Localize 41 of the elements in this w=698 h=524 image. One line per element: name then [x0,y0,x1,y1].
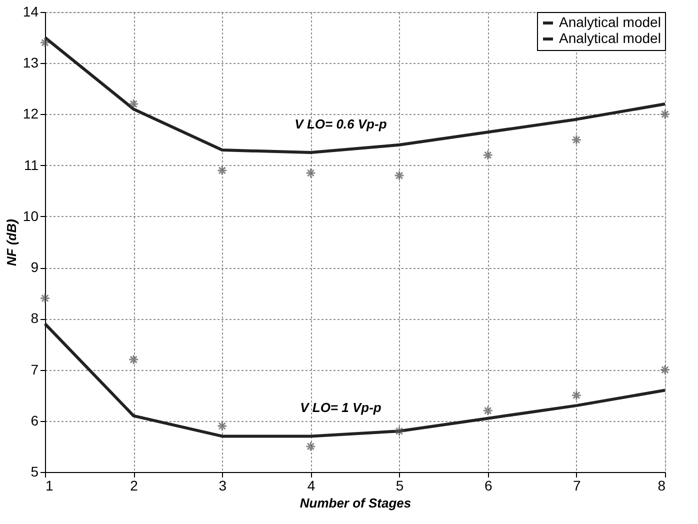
y-axis-title: NF (dB) [4,219,19,266]
point [571,390,582,401]
x-tick-label: 2 [130,478,138,494]
x-axis-title: Number of Stages [300,496,412,510]
y-tick-label: 11 [24,156,39,173]
annotation: V LO= 1 Vp-p [300,400,382,416]
x-tick-label: 6 [484,478,492,494]
legend-label: Analytical model [559,30,661,46]
x-tick-label: 7 [573,478,582,494]
x-tick-label: 3 [218,478,227,494]
x-tick-label: 5 [396,478,404,494]
y-tick-label: 5 [30,464,39,480]
point [482,150,494,160]
point [394,426,405,436]
y-tick-label: 14 [22,4,39,20]
point [660,364,670,375]
point [305,168,316,178]
point [394,170,405,181]
point [216,165,228,176]
line-series [44,322,666,438]
y-tick-label: 7 [30,361,39,378]
point [482,405,494,416]
point [128,98,139,110]
point [216,420,228,432]
x-tick-label: 8 [658,478,666,494]
annotation: V LO= 0.6 Vp-p [294,116,387,132]
y-tick-label: 12 [22,106,39,122]
x-tick-label: 4 [307,478,316,494]
legend-label: Analytical model [559,14,661,30]
point [128,354,139,365]
y-tick-label: 6 [30,412,39,428]
x-tick-label: 1 [46,478,54,494]
y-tick-label: 13 [22,54,39,71]
point [571,134,582,145]
point [40,37,50,48]
y-tick-label: 9 [30,259,39,276]
point [660,109,670,120]
y-tick-label: 10 [22,208,39,224]
y-tick-label: 8 [30,310,39,326]
point [40,293,50,304]
point [305,441,316,452]
